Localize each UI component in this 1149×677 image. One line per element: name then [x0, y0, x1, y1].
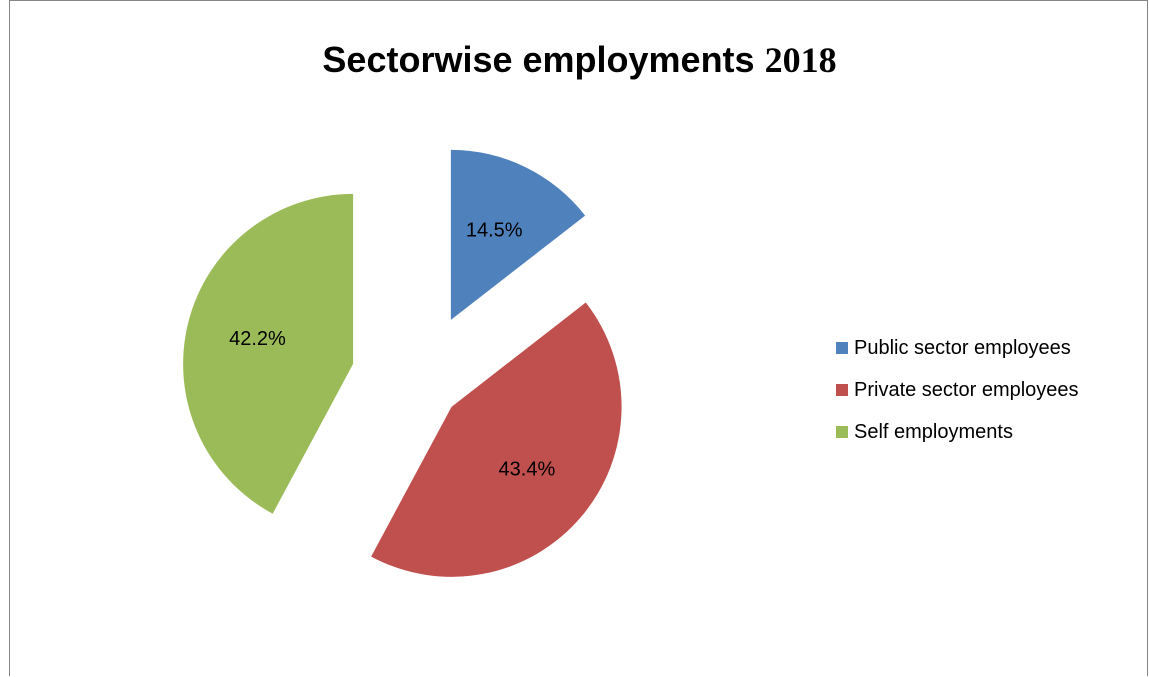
pie-slice-public-sector-employees	[450, 149, 586, 320]
chart-title-text: Sectorwise employments	[322, 39, 755, 80]
legend: Public sector employees Private sector em…	[836, 327, 1079, 453]
legend-swatch	[836, 426, 848, 438]
data-label-public-sector-employees: 14.5%	[466, 220, 523, 242]
legend-item: Private sector employees	[836, 369, 1079, 411]
chart-area: Sectorwise employments 2018 14.5% 43.4% 42…	[9, 0, 1148, 676]
chart-title-year: 2018	[764, 40, 837, 80]
data-label-self-employments: 42.2%	[229, 328, 286, 350]
pie-slice-self-employments	[183, 193, 354, 514]
pie-slice-private-sector-employees	[371, 302, 622, 577]
legend-label: Private sector employees	[854, 378, 1079, 401]
pie-chart: 14.5% 43.4% 42.2%	[183, 149, 622, 577]
legend-swatch	[836, 342, 848, 354]
legend-item: Self employments	[836, 411, 1079, 453]
legend-swatch	[836, 384, 848, 396]
legend-item: Public sector employees	[836, 327, 1079, 369]
legend-label: Self employments	[854, 420, 1013, 443]
legend-label: Public sector employees	[854, 336, 1071, 359]
data-label-private-sector-employees: 43.4%	[499, 459, 556, 481]
chart-title: Sectorwise employments 2018	[10, 39, 1149, 81]
